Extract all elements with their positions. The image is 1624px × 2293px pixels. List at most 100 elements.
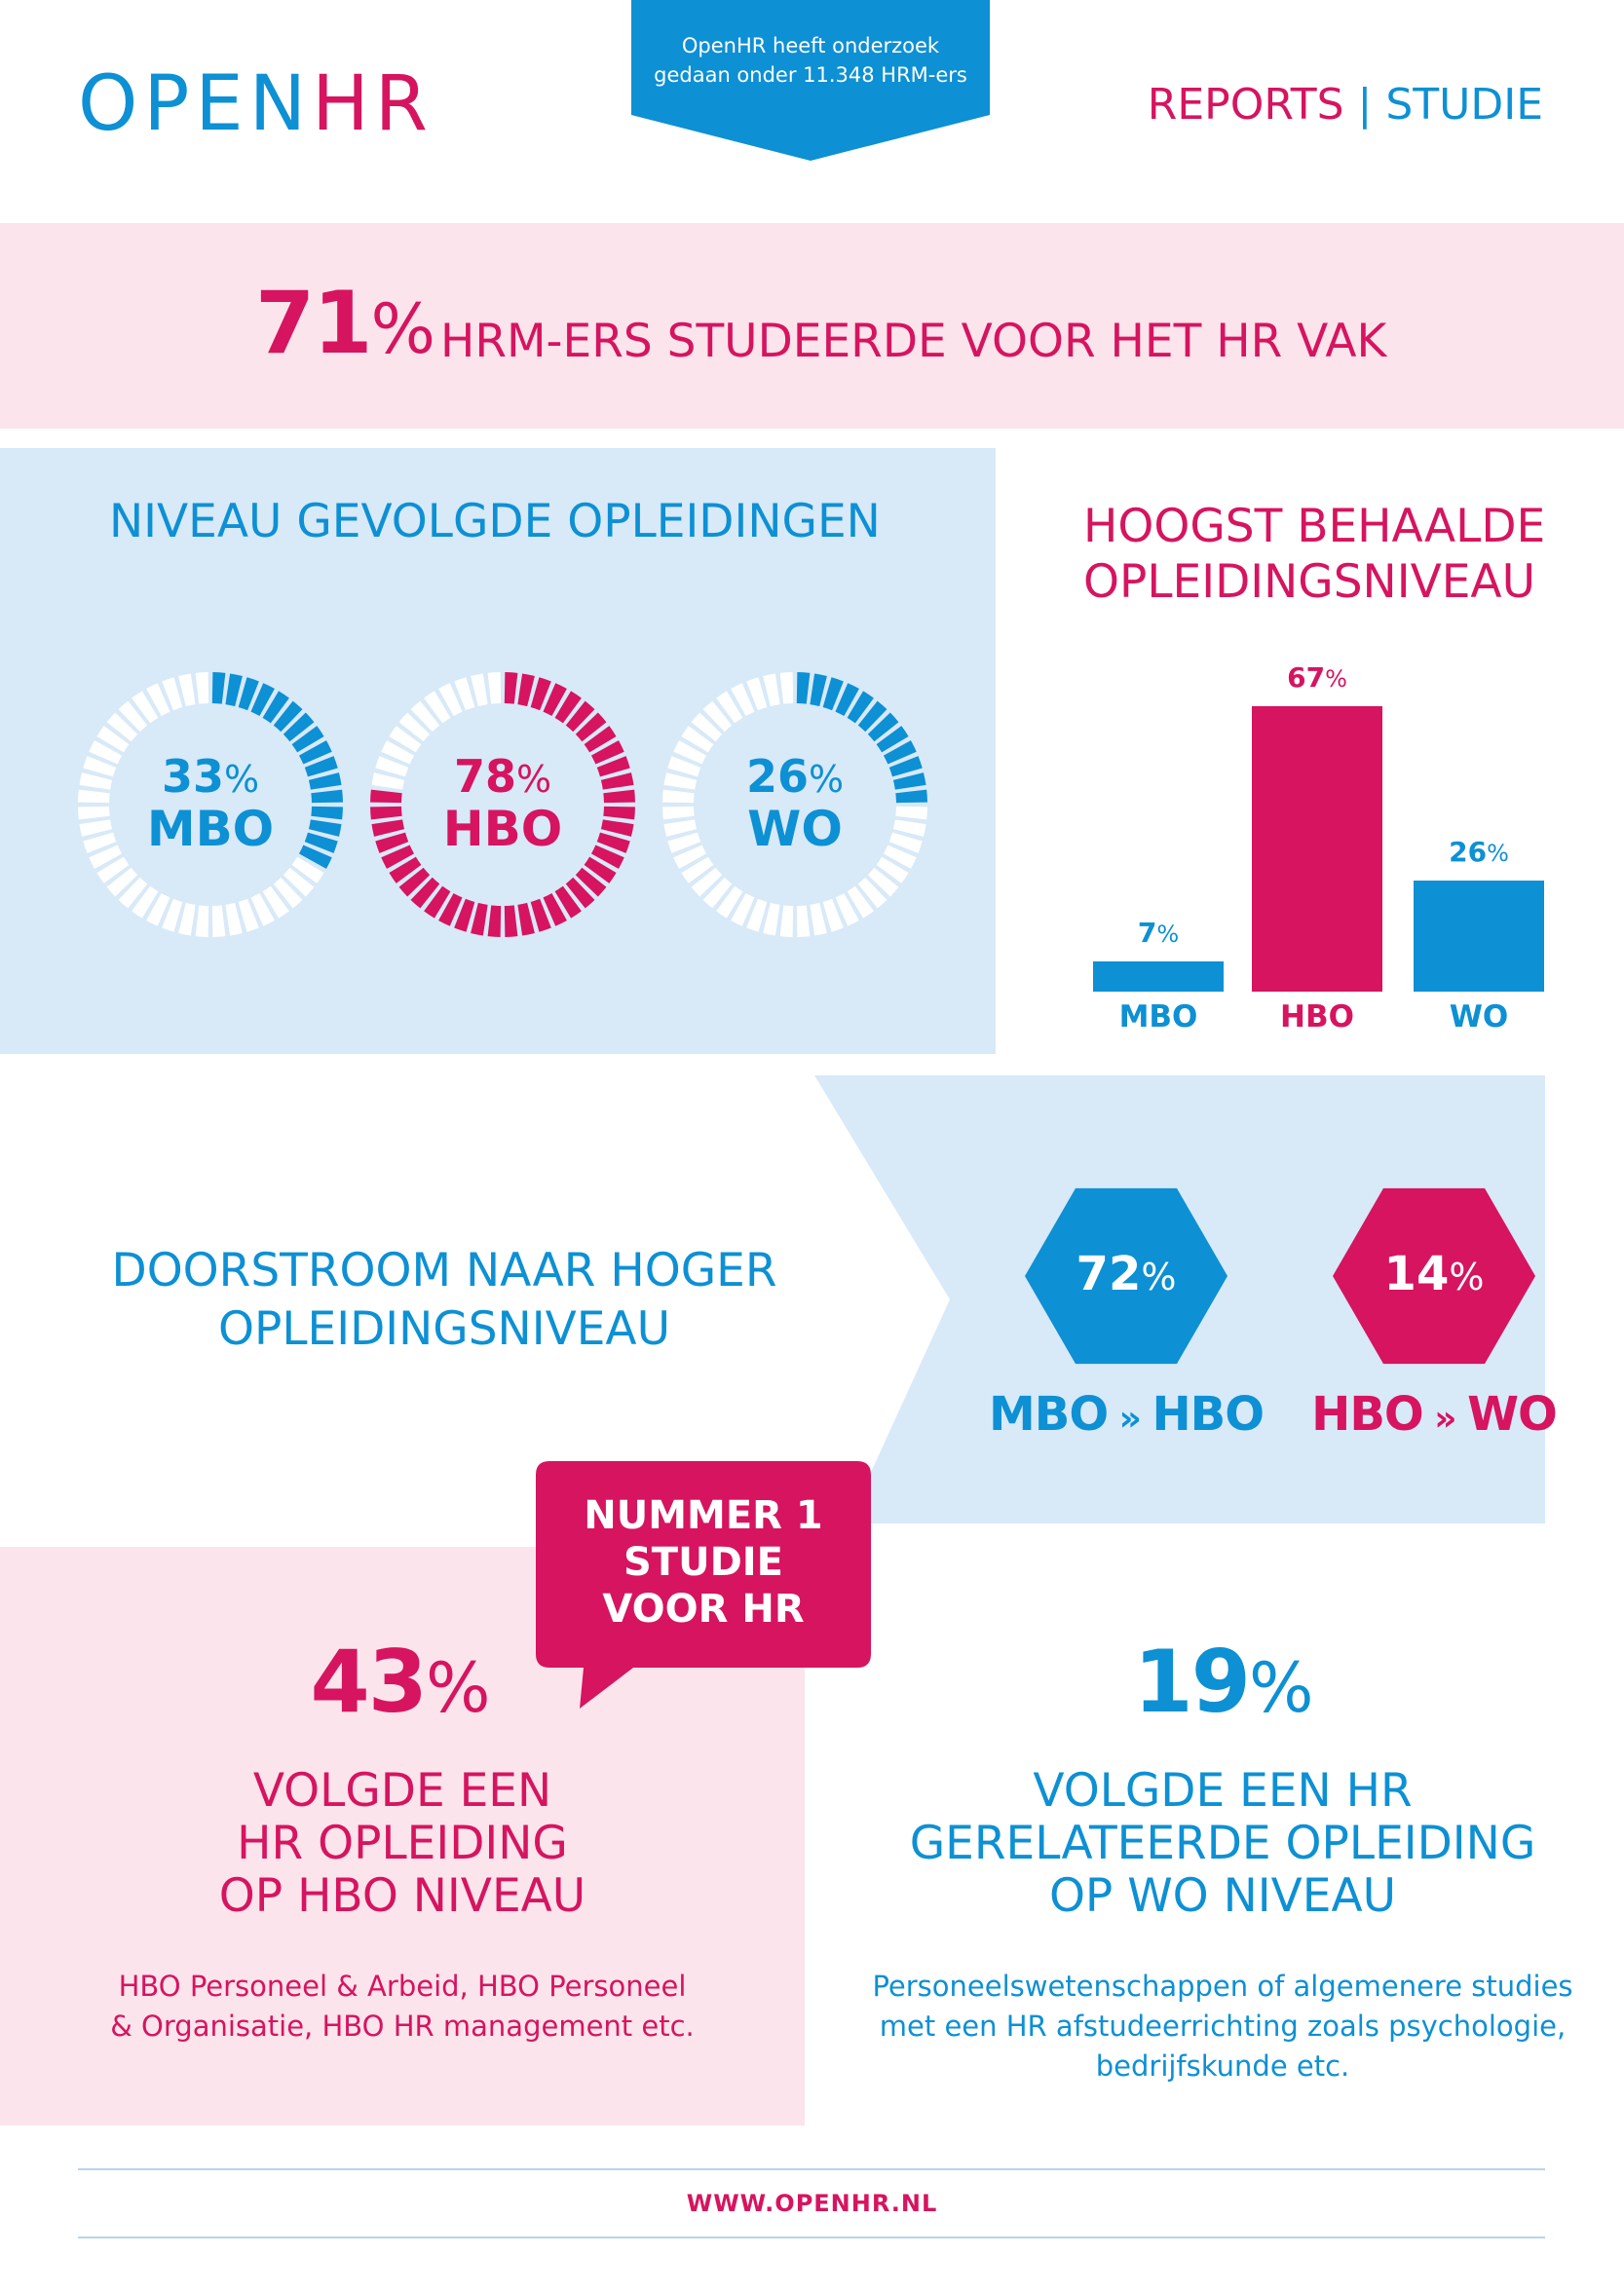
bar-value-label: 67% [1252,661,1382,694]
donut-segment-filled [250,683,275,717]
donut-segment-filled [554,885,582,919]
wo-detail-line-1: Personeelswetenschappen of algemenere st… [872,1970,1573,2003]
donut-segment-empty [146,892,170,926]
donut-segment-empty [291,856,324,883]
donut-label-mbo: 33% MBO [78,754,343,853]
wo-detail-line-2: met een HR afstudeerrichting zoals psych… [879,2010,1567,2043]
donut-segment-empty [273,877,303,909]
donut-pct-value: 26 [745,750,809,803]
hbo-detail-line-2: & Organisatie, HBO HR management etc. [110,2010,695,2043]
donut-segment-empty [225,902,243,936]
hexagon-pct-value: 14 [1383,1247,1450,1301]
donut-segment-empty [89,740,123,765]
wo-pct-symbol: % [1248,1648,1314,1728]
donut-segment-filled [308,819,342,837]
donut-segment-filled [370,806,402,820]
donut-segment-empty [410,700,440,733]
donut-segment-empty [106,712,138,742]
donut-segment-empty [195,905,209,937]
donut-segment-filled [888,756,923,777]
donut-segment-filled [600,772,634,790]
donut-segment-filled [596,756,630,777]
donut-segment-empty [847,885,874,919]
donut-segment-empty [162,677,183,711]
donut-segment-filled [371,819,405,837]
donut-segment-empty [146,683,170,717]
donut-segment-filled [883,740,917,765]
donut-segment-empty [702,700,733,733]
donut-segment-empty [810,902,827,936]
donut-segment-empty [454,677,475,711]
donut-segment-empty [83,832,117,853]
donut-segment-filled [543,892,567,926]
flow-label: HBO » WO [1288,1391,1580,1438]
donut-name: WO [747,801,843,857]
donut-segment-filled [584,726,617,753]
hexagon-percentage: 72% [1024,1251,1228,1297]
banner-percentage: 71% [255,281,435,366]
hexagon-pct-symbol: % [1141,1256,1177,1298]
donut-segment-filled [810,673,827,707]
donut-segment-empty [888,832,923,853]
donut-segment-filled [822,677,844,711]
bar-value-label: 7% [1093,917,1224,949]
donut-segment-filled [504,905,518,937]
donut-segment-filled [389,856,422,883]
donut-segment-empty [424,691,451,724]
donut-segment-empty [691,867,723,897]
donut-segment-filled [487,905,502,937]
donut-segment-empty [79,772,113,790]
bar-value: 67 [1287,661,1326,694]
donut-segment-empty [662,789,695,804]
donut-segment-filled [311,789,343,804]
bar-mbo [1093,961,1224,992]
donut-segment-filled [381,845,415,869]
logo-open-text: OPEN [78,60,313,148]
donut-segment-filled [892,772,926,790]
donut-segment-empty [398,712,431,742]
donut-segment-empty [779,672,794,704]
openhr-logo[interactable]: OPENHR [78,66,434,142]
donut-name: MBO [146,801,275,857]
donut-segment-filled [308,772,342,790]
donut-segment-empty [763,902,780,936]
donut-segment-empty [132,885,159,919]
hexagon-pct-symbol: % [1449,1256,1485,1298]
niveau-panel [0,448,996,1054]
report-tag: REPORTS | STUDIE [1148,84,1543,127]
flow-from: HBO [1311,1387,1424,1442]
wo-detail: Personeelswetenschappen of algemenere st… [857,1967,1588,2086]
donut-pct-value: 33 [161,750,224,803]
donut-segment-filled [375,832,409,853]
wo-pct-value: 19 [1133,1632,1251,1732]
donut-name: HBO [442,801,563,857]
donut-segment-filled [565,700,595,733]
donut-segment-empty [96,856,130,883]
speech-badge-text: NUMMER 1 STUDIE VOOR HR [538,1492,869,1633]
donut-segment-filled [291,726,324,753]
donut-segment-empty [691,712,723,742]
wo-detail-line-3: bedrijfskunde etc. [1095,2049,1350,2083]
doorstroom-title: DOORSTROOM NAAR HOGER OPLEIDINGSNIVEAU [105,1242,783,1359]
donut-segment-empty [796,905,811,937]
donut-segment-empty [195,672,209,704]
donut-pct-symbol: % [223,758,260,801]
donut-segment-empty [731,683,755,717]
donut-pct-value: 78 [453,750,516,803]
footer-url-link[interactable]: WWW.OPENHR.NL [686,2190,938,2217]
donut-segment-filled [575,712,607,742]
tag-studie: STUDIE [1385,80,1543,130]
donut-segment-empty [835,892,859,926]
hbo-caption-line-3: OP HBO NIVEAU [218,1869,586,1923]
donut-segment-empty [118,877,148,909]
donut-segment-empty [78,806,110,820]
donut-segment-empty [162,898,183,932]
donut-segment-empty [731,892,755,926]
hbo-caption-line-2: HR OPLEIDING [237,1817,568,1870]
donut-segment-empty [746,898,768,932]
donut-mbo [78,672,343,937]
hbo-percentage: 43% [292,1639,507,1725]
hbo-pct-symbol: % [425,1648,491,1728]
flow-arrow: » [1422,1399,1468,1439]
badge-line-2: STUDIE [623,1540,783,1585]
